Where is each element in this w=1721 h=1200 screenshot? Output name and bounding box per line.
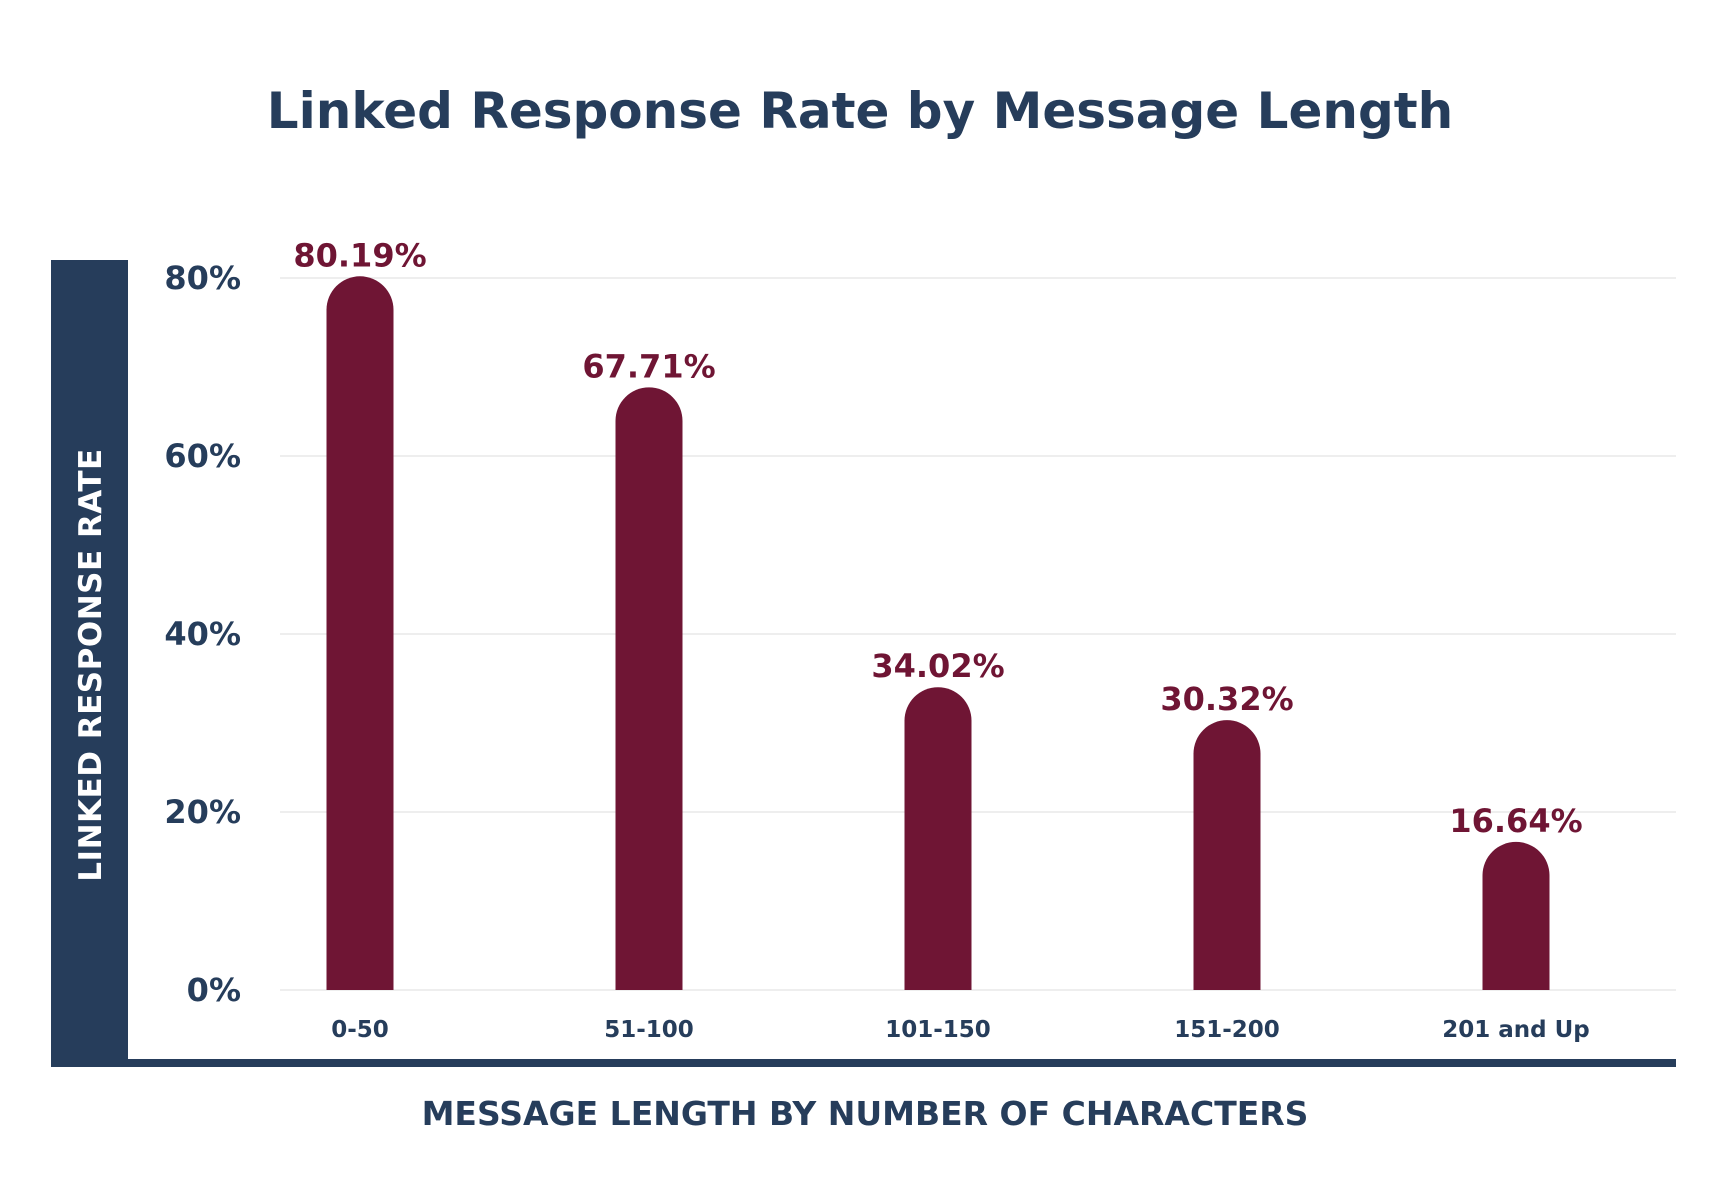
x-tick-label: 201 and Up (1442, 1017, 1590, 1043)
data-label: 30.32% (1160, 680, 1293, 718)
data-label: 16.64% (1449, 802, 1582, 840)
data-label: 67.71% (582, 347, 715, 385)
x-tick-labels: 0-50 51-100 101-150 151-200 201 and Up (331, 1017, 1590, 1043)
y-tick-labels: 0% 20% 40% 60% 80% (164, 259, 241, 1009)
y-tick-label: 20% (164, 793, 241, 831)
data-label: 80.19% (293, 236, 426, 274)
bar-101-150 (904, 687, 972, 990)
x-tick-label: 151-200 (1174, 1017, 1280, 1043)
y-tick-label: 60% (164, 437, 241, 475)
x-axis-line (51, 1059, 1676, 1067)
bars (326, 276, 1550, 991)
bar-0-50 (326, 276, 394, 991)
x-tick-label: 0-50 (331, 1017, 389, 1043)
y-tick-label: 80% (164, 259, 241, 297)
data-label: 34.02% (871, 647, 1004, 685)
x-tick-label: 101-150 (885, 1017, 991, 1043)
y-axis-label: LINKED RESPONSE RATE (73, 448, 109, 881)
bar-201-and-up (1482, 841, 1550, 990)
x-axis-label: MESSAGE LENGTH BY NUMBER OF CHARACTERS (422, 1094, 1309, 1133)
bar-151-200 (1193, 720, 1261, 990)
x-tick-label: 51-100 (604, 1017, 694, 1043)
y-tick-label: 0% (187, 971, 241, 1009)
y-tick-label: 40% (164, 615, 241, 653)
bar-51-100 (615, 387, 683, 991)
data-labels: 80.19% 67.71% 34.02% 30.32% 16.64% (293, 236, 1582, 840)
y-axis-band (51, 260, 128, 1067)
chart-title: Linked Response Rate by Message Length (267, 82, 1454, 140)
gridlines (280, 277, 1676, 991)
